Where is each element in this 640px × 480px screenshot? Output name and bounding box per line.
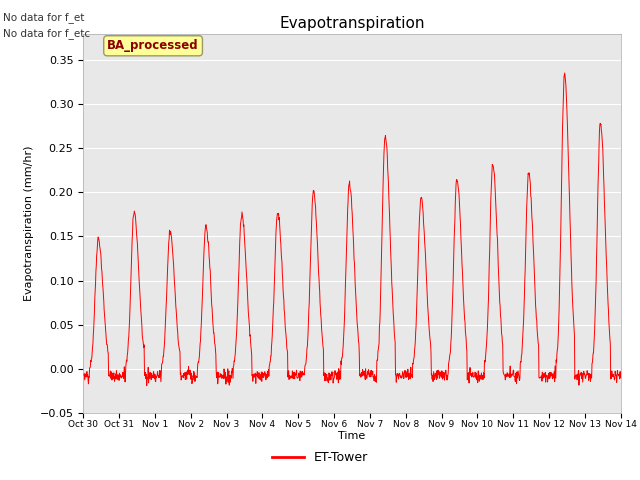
ET-Tower (143, 383, 150, 389)
Text: No data for f_etc: No data for f_etc (3, 28, 90, 39)
Legend: ET-Tower: ET-Tower (268, 446, 372, 469)
Line: ET-Tower: ET-Tower (83, 73, 640, 386)
ET-Tower (355, 351, 363, 357)
ET-Tower (170, 259, 177, 264)
Text: No data for f_et: No data for f_et (3, 12, 84, 23)
ET-Tower (79, 371, 87, 377)
Y-axis label: Evapotranspiration (mm/hr): Evapotranspiration (mm/hr) (24, 145, 34, 301)
ET-Tower (506, 375, 513, 381)
Text: BA_processed: BA_processed (108, 39, 199, 52)
X-axis label: Time: Time (339, 431, 365, 441)
Title: Evapotranspiration: Evapotranspiration (279, 16, 425, 31)
ET-Tower (590, 343, 598, 348)
ET-Tower (344, 187, 352, 193)
ET-Tower (561, 70, 568, 76)
